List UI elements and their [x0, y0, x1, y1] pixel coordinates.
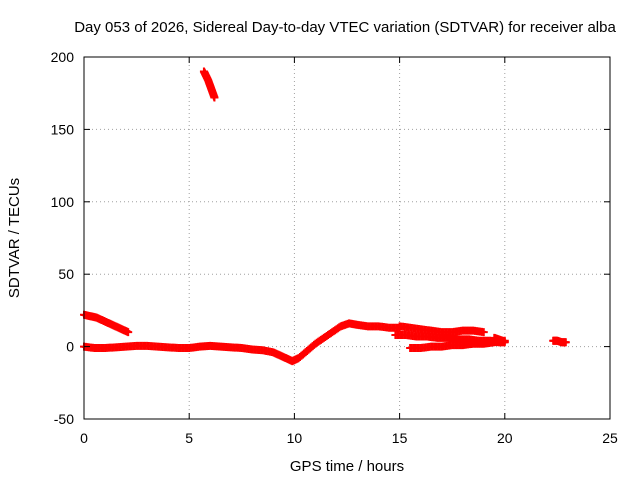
x-tick-label: 25	[602, 430, 618, 446]
y-tick-label: 100	[51, 194, 75, 210]
x-axis-title: GPS time / hours	[290, 458, 404, 475]
series-isolated-22h	[549, 336, 570, 347]
data-point	[561, 338, 570, 347]
data-marks	[80, 67, 570, 366]
x-tick-label: 5	[185, 430, 193, 446]
x-tick-label: 20	[497, 430, 513, 446]
y-axis-title: SDTVAR / TECUs	[6, 178, 23, 298]
plot-frame	[83, 56, 611, 420]
data-point	[210, 93, 219, 102]
x-tick-label: 0	[80, 430, 88, 446]
data-point	[479, 328, 488, 337]
series-outlier-high	[199, 67, 219, 102]
y-tick-label: -50	[54, 411, 74, 427]
chart-title: Day 053 of 2026, Sidereal Day-to-day VTE…	[74, 19, 616, 36]
y-tick-label: 150	[51, 121, 75, 137]
x-tick-label: 10	[287, 430, 303, 446]
series-early-decay	[80, 310, 133, 337]
tick-labels: 0 5 10 15 20 25 -50 0 50 100 150 200	[51, 49, 618, 446]
y-tick-label: 200	[51, 49, 75, 65]
y-tick-label: 0	[66, 339, 74, 355]
data-point	[124, 328, 133, 337]
grid-lines	[84, 57, 610, 419]
x-tick-label: 15	[392, 430, 408, 446]
data-point	[498, 336, 507, 345]
axis-ticks	[83, 56, 611, 420]
series-main-trace	[80, 319, 404, 366]
y-tick-label: 50	[58, 266, 74, 282]
series-late-tail	[490, 333, 507, 345]
